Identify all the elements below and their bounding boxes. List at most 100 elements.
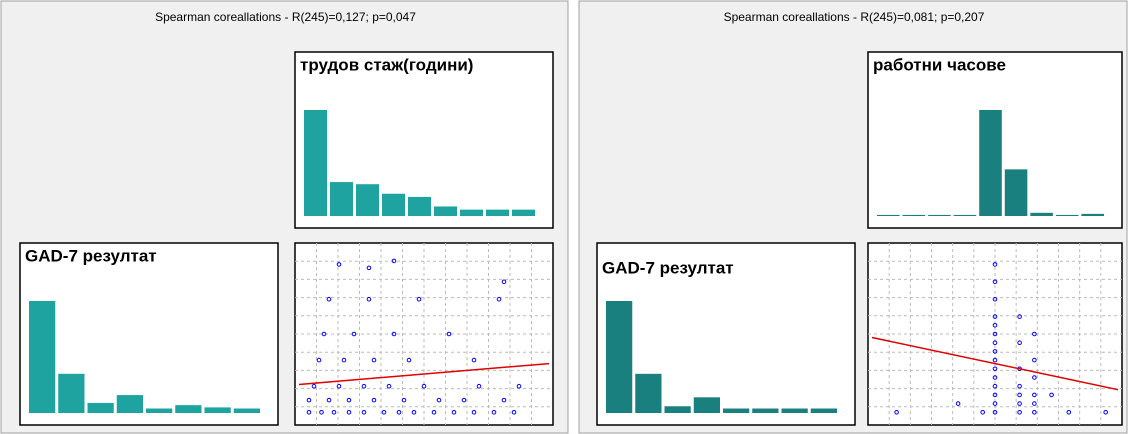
scatter-point: [1066, 410, 1072, 415]
scatter-point: [386, 383, 392, 389]
scatter-point: [1017, 410, 1022, 415]
hist-bar: [928, 214, 951, 216]
scatter-point: [346, 410, 352, 415]
scatter-point: [992, 383, 998, 389]
trend-line: [298, 362, 550, 386]
scatter-point: [319, 410, 324, 415]
scatter-point: [501, 397, 507, 403]
hist-bar: [512, 209, 535, 216]
hist-bar: [979, 110, 1002, 216]
hist-bar: [304, 110, 327, 216]
hist-bar: [810, 408, 837, 413]
hist-bar: [29, 301, 56, 413]
hist-bar: [382, 193, 405, 216]
scatter-point: [992, 331, 998, 337]
scatter-point: [980, 410, 986, 415]
scatter-point: [992, 375, 998, 380]
hist-bar: [902, 214, 926, 216]
hist-bar: [58, 373, 85, 413]
hist-bar: [408, 196, 431, 216]
hist-label: GAD-7 резултат: [602, 258, 734, 277]
hist-bar: [116, 395, 143, 413]
trend-line: [871, 336, 1119, 391]
scatter-point: [341, 357, 347, 363]
scatter-point: [366, 265, 372, 271]
hist-bar: [1004, 169, 1028, 216]
hist-bar: [434, 206, 457, 216]
hist-label: трудов стаж(години): [300, 55, 473, 74]
scatter-point: [306, 410, 312, 415]
scatter-point: [326, 397, 332, 403]
scatter-point: [416, 296, 422, 302]
scatter-point: [346, 397, 352, 403]
hist-bar: [87, 402, 114, 413]
scatter-point: [1032, 357, 1037, 363]
hist-bar: [877, 214, 900, 216]
scatter-point: [992, 410, 998, 415]
scatter-point: [511, 410, 517, 415]
scatter-point: [446, 331, 452, 337]
hist-bar: [356, 184, 379, 216]
scatter-point: [371, 397, 377, 403]
hist-bar: [146, 408, 173, 413]
scatter-point: [401, 397, 407, 403]
scatter-point: [992, 366, 998, 372]
scatter-point: [516, 383, 522, 389]
scatter-point: [316, 357, 322, 363]
scatter-point: [331, 410, 337, 415]
hist-bar: [204, 407, 231, 413]
scatter-point: [1017, 401, 1022, 406]
scatter-point: [1032, 410, 1037, 415]
scatter-point: [366, 296, 372, 302]
scatter-point: [1049, 392, 1054, 398]
scatter-point: [361, 410, 367, 415]
scatter-point: [992, 357, 998, 363]
hist-bar: [781, 408, 808, 413]
scatter-point: [471, 357, 477, 363]
hist-bar: [664, 406, 691, 413]
scatter-point: [1032, 392, 1037, 398]
scatter-point: [992, 392, 998, 398]
scatter-point: [361, 383, 367, 389]
hist-bar: [1055, 214, 1079, 216]
scatter-point: [411, 410, 417, 415]
scatter-point: [1017, 314, 1022, 319]
hist-label: GAD-7 резултат: [25, 246, 157, 265]
hist-bar: [233, 408, 260, 413]
hist-bar: [330, 182, 353, 216]
scatter-point: [491, 410, 497, 415]
scatter-point: [436, 397, 442, 403]
scatter-point: [406, 357, 412, 363]
scatter-point: [1032, 401, 1037, 406]
panel-title: Spearman coreallations - R(245)=0,081; p…: [724, 10, 985, 24]
scatter-point: [461, 397, 467, 403]
scatter-point: [326, 296, 332, 302]
hist-bar: [1030, 212, 1053, 216]
hist-bar: [723, 408, 750, 413]
scatter-point: [336, 262, 342, 267]
scatter-point: [476, 383, 482, 389]
scatter-point: [391, 258, 397, 264]
hist-bar: [693, 397, 720, 413]
scatter-point: [992, 323, 998, 328]
scatter-point: [311, 383, 317, 389]
scatter-point: [306, 397, 312, 403]
scatter-point: [431, 410, 437, 415]
scatter-point: [992, 401, 998, 406]
scatter-point: [471, 410, 477, 415]
scatter-point: [1103, 410, 1108, 415]
scatter-point: [336, 383, 342, 389]
scatter-point: [421, 383, 427, 389]
hist-bar: [1081, 213, 1104, 216]
scatter-point: [992, 279, 998, 285]
hist-label: работни часове: [873, 55, 1006, 74]
hist-bar: [953, 214, 977, 216]
scatter-point: [451, 410, 457, 415]
scatter-point: [992, 340, 998, 346]
scatter-point: [1032, 375, 1037, 380]
scatter-point: [1017, 340, 1022, 346]
hist-bar: [175, 405, 202, 413]
hist-bar: [752, 408, 779, 413]
scatter-point: [381, 410, 387, 415]
